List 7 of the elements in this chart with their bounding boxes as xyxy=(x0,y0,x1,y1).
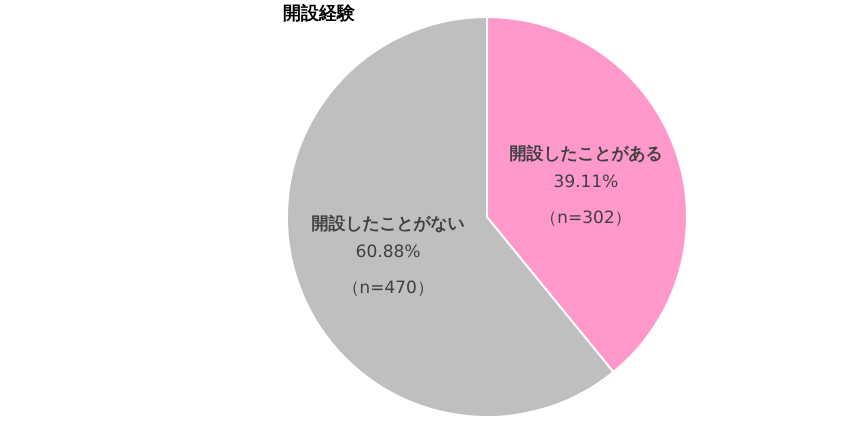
text: （n=470） xyxy=(342,278,434,298)
chart-title: 開設経験 xyxy=(283,3,356,24)
slice-label: 開設したことがある xyxy=(509,144,662,164)
slice-label: 開設したことがない xyxy=(312,214,465,234)
text: （n=302） xyxy=(540,208,632,228)
data-label: 60.88% xyxy=(356,242,420,262)
data-label: 39.11% xyxy=(554,172,618,192)
